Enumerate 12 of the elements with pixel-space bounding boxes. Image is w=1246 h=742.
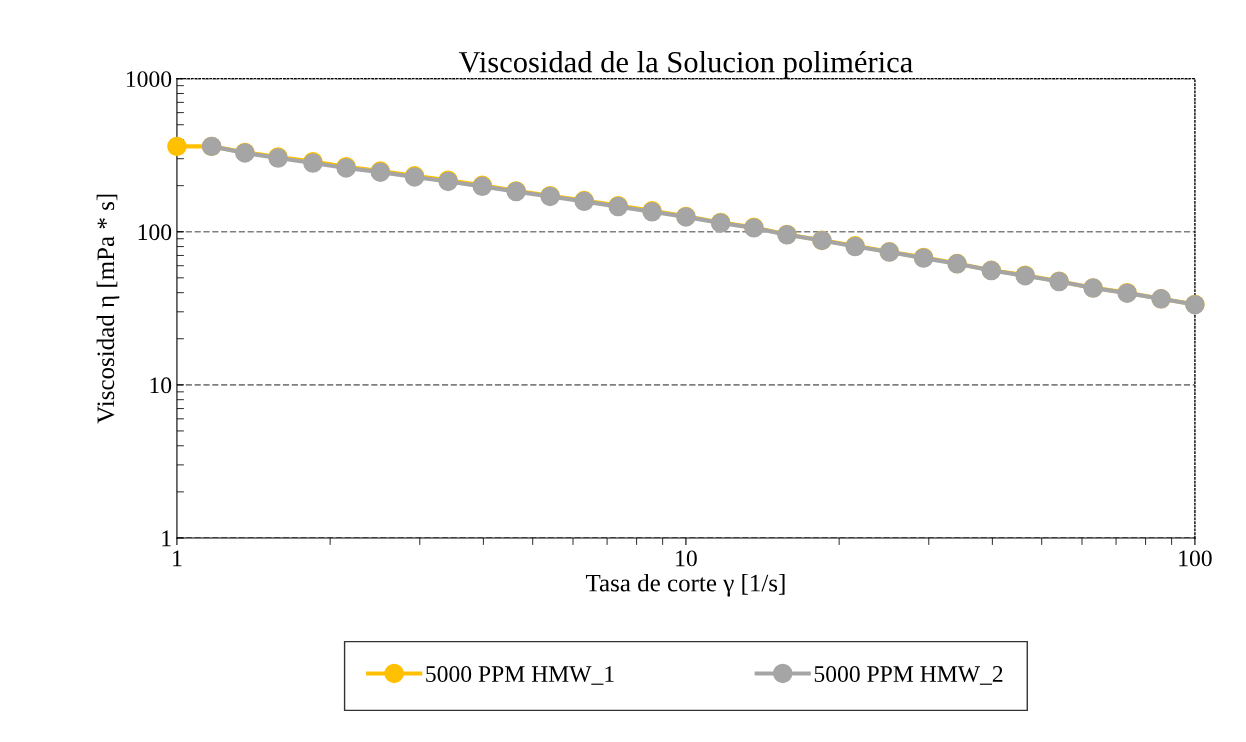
legend-label: 5000 PPM HMW_2 — [814, 666, 1003, 685]
y-tick-label: 100 — [138, 224, 172, 241]
chart-title: Viscosidad de la Solucion polimérica — [458, 50, 913, 79]
x-axis-title: Tasa de corte γ [1/s] — [585, 573, 785, 597]
y-axis-title: Viscosidad η [mPa * s] — [96, 194, 120, 424]
x-tick-label: 100 — [1179, 550, 1212, 567]
y-tick-label: 1000 — [126, 71, 172, 88]
y-tick-label: 1 — [162, 530, 171, 547]
legend-label: 5000 PPM HMW_1 — [426, 666, 614, 685]
y-tick-label: 10 — [150, 377, 172, 394]
point — [167, 136, 187, 157]
x-tick-label: 10 — [676, 550, 697, 567]
